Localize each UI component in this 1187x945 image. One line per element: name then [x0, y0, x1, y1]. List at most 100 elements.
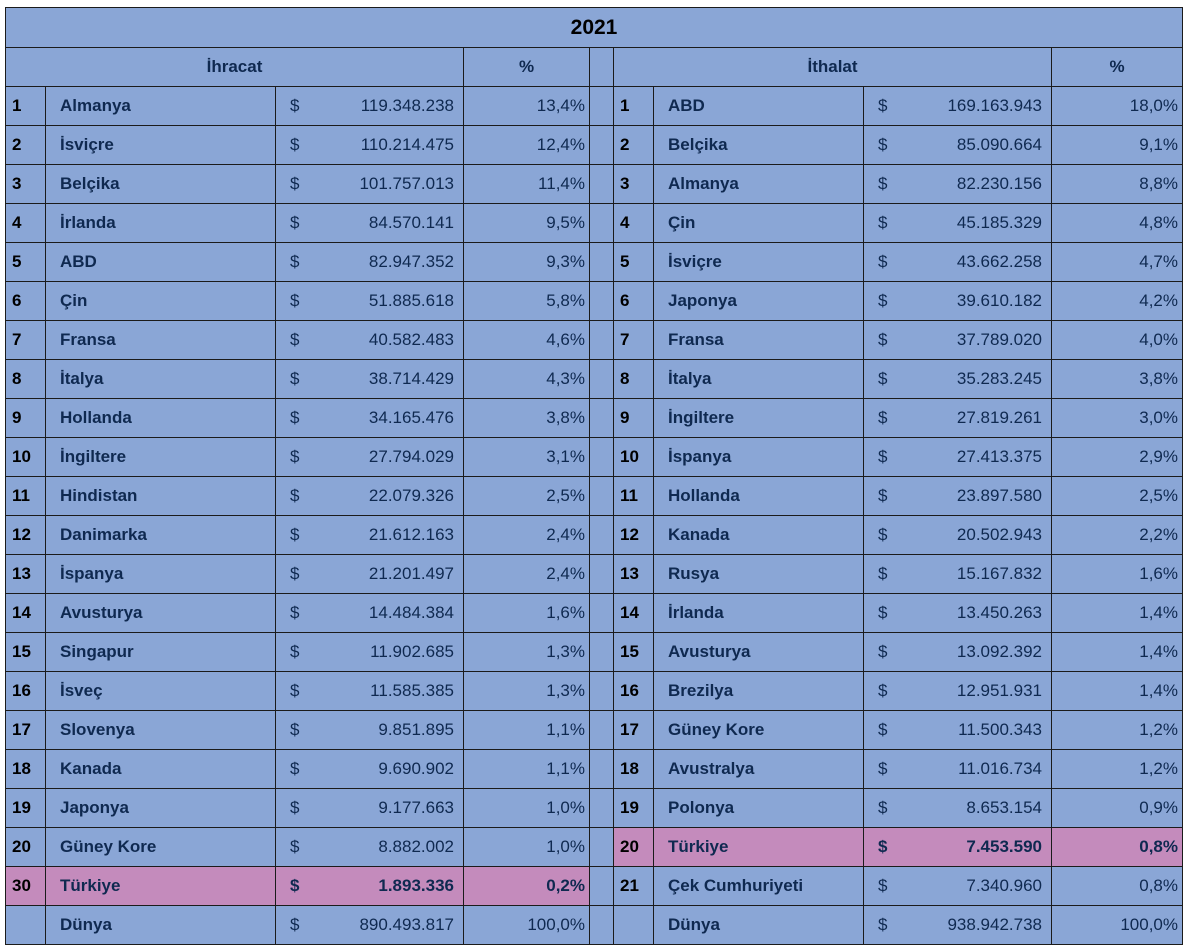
import-rank: 14: [614, 594, 654, 633]
export-country: İrlanda: [46, 204, 276, 243]
import-country: Hollanda: [654, 477, 864, 516]
export-currency: $: [276, 633, 316, 672]
export-currency: $: [276, 594, 316, 633]
table-row: 19 Japonya $9.177.663 1,0% 19 Polonya $8.653.1…: [6, 789, 1183, 828]
import-rank: 2: [614, 126, 654, 165]
column-gap: [590, 477, 614, 516]
import-percent: 3,0%: [1052, 399, 1183, 438]
export-amount: 82.947.352: [316, 243, 464, 282]
column-gap: [590, 204, 614, 243]
export-rank: 19: [6, 789, 46, 828]
table-row: 14 Avusturya $14.484.384 1,6% 14 İrlanda $13.4…: [6, 594, 1183, 633]
trade-table: 2021 İhracat % İthalat % 1 Almanya $119.34…: [5, 7, 1183, 945]
export-country: Danimarka: [46, 516, 276, 555]
import-country: Türkiye: [654, 828, 864, 867]
export-currency: $: [276, 438, 316, 477]
export-country: Fransa: [46, 321, 276, 360]
import-currency: $: [864, 906, 904, 945]
column-gap: [590, 594, 614, 633]
export-percent: 1,3%: [464, 633, 590, 672]
table-row: 1 Almanya $119.348.238 13,4% 1 ABD $169.163.94…: [6, 87, 1183, 126]
export-percent: 100,0%: [464, 906, 590, 945]
table-row: 12 Danimarka $21.612.163 2,4% 12 Kanada $20.50…: [6, 516, 1183, 555]
export-currency: $: [276, 789, 316, 828]
import-rank: 16: [614, 672, 654, 711]
import-percent: 3,8%: [1052, 360, 1183, 399]
import-currency: $: [864, 243, 904, 282]
export-percent: 1,6%: [464, 594, 590, 633]
export-currency: $: [276, 672, 316, 711]
import-country: Çin: [654, 204, 864, 243]
export-country: İngiltere: [46, 438, 276, 477]
import-rank: 15: [614, 633, 654, 672]
import-rank: 17: [614, 711, 654, 750]
export-currency: $: [276, 750, 316, 789]
export-amount: 22.079.326: [316, 477, 464, 516]
import-currency: $: [864, 204, 904, 243]
import-percent: 1,2%: [1052, 750, 1183, 789]
export-amount: 9.851.895: [316, 711, 464, 750]
column-gap: [590, 438, 614, 477]
import-rank: [614, 906, 654, 945]
export-amount: 9.177.663: [316, 789, 464, 828]
import-rank: 1: [614, 87, 654, 126]
import-currency: $: [864, 828, 904, 867]
export-amount: 101.757.013: [316, 165, 464, 204]
import-currency: $: [864, 282, 904, 321]
import-country: İtalya: [654, 360, 864, 399]
column-gap: [590, 399, 614, 438]
import-currency: $: [864, 867, 904, 906]
export-currency: $: [276, 282, 316, 321]
import-rank: 10: [614, 438, 654, 477]
table-row: 13 İspanya $21.201.497 2,4% 13 Rusya $15.167.8…: [6, 555, 1183, 594]
import-rank: 20: [614, 828, 654, 867]
import-currency: $: [864, 555, 904, 594]
import-percent: 100,0%: [1052, 906, 1183, 945]
import-percent: 0,8%: [1052, 867, 1183, 906]
import-amount: 82.230.156: [904, 165, 1052, 204]
export-amount: 8.882.002: [316, 828, 464, 867]
export-country: İtalya: [46, 360, 276, 399]
import-currency: $: [864, 126, 904, 165]
import-percent-header: %: [1052, 48, 1183, 87]
column-gap: [590, 87, 614, 126]
import-currency: $: [864, 633, 904, 672]
import-amount: 37.789.020: [904, 321, 1052, 360]
export-currency: $: [276, 399, 316, 438]
export-rank: 15: [6, 633, 46, 672]
export-country: Dünya: [46, 906, 276, 945]
import-percent: 18,0%: [1052, 87, 1183, 126]
import-amount: 13.450.263: [904, 594, 1052, 633]
export-percent: 0,2%: [464, 867, 590, 906]
table-row: 20 Güney Kore $8.882.002 1,0% 20 Türkiye $7.45…: [6, 828, 1183, 867]
import-percent: 4,0%: [1052, 321, 1183, 360]
export-rank: 1: [6, 87, 46, 126]
export-percent: 4,6%: [464, 321, 590, 360]
table-row: 17 Slovenya $9.851.895 1,1% 17 Güney Kore $11.…: [6, 711, 1183, 750]
export-currency: $: [276, 87, 316, 126]
export-amount: 21.612.163: [316, 516, 464, 555]
export-percent: 3,1%: [464, 438, 590, 477]
import-country: Fransa: [654, 321, 864, 360]
import-percent: 1,4%: [1052, 594, 1183, 633]
export-rank: 10: [6, 438, 46, 477]
import-currency: $: [864, 399, 904, 438]
export-amount: 84.570.141: [316, 204, 464, 243]
export-currency: $: [276, 867, 316, 906]
export-rank: 3: [6, 165, 46, 204]
import-percent: 8,8%: [1052, 165, 1183, 204]
export-currency: $: [276, 204, 316, 243]
export-percent: 1,3%: [464, 672, 590, 711]
import-percent: 0,8%: [1052, 828, 1183, 867]
import-currency: $: [864, 165, 904, 204]
export-country: Güney Kore: [46, 828, 276, 867]
column-gap: [590, 126, 614, 165]
import-currency: $: [864, 516, 904, 555]
import-amount: 45.185.329: [904, 204, 1052, 243]
export-country: Belçika: [46, 165, 276, 204]
export-percent: 12,4%: [464, 126, 590, 165]
import-amount: 11.016.734: [904, 750, 1052, 789]
export-amount: 27.794.029: [316, 438, 464, 477]
table-row: 2 İsviçre $110.214.475 12,4% 2 Belçika $85.090…: [6, 126, 1183, 165]
export-currency: $: [276, 243, 316, 282]
